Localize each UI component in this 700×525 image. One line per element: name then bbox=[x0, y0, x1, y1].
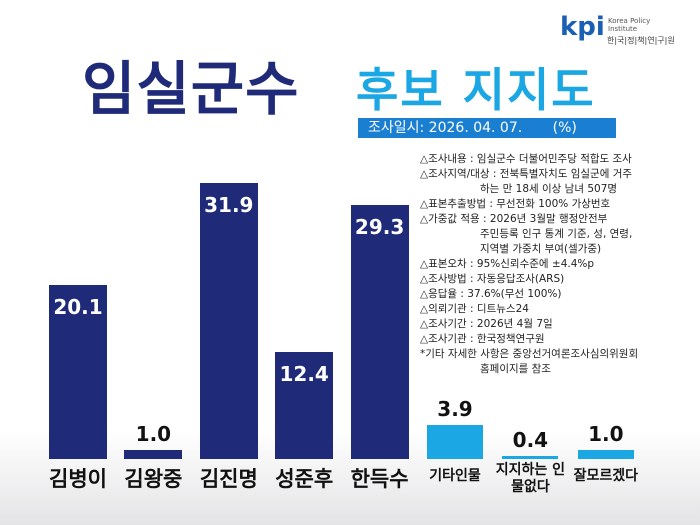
subtitle: 조사일시: 2026. 04. 07. bbox=[368, 120, 523, 136]
logo-en-line: Korea Policy bbox=[608, 17, 651, 25]
note-continuation: 하는 만 18세 이상 남녀 507명 bbox=[480, 183, 618, 195]
note-continuation: 홈페이지를 참조 bbox=[480, 363, 551, 375]
x-tick-label: 한득수 bbox=[350, 467, 409, 491]
note-line: △조사기관 : 한국정책연구원 bbox=[420, 333, 545, 345]
note-continuation: 지역별 가중치 부여(셀가중) bbox=[480, 243, 602, 255]
notes: △조사내용 : 임실군수 더불어민주당 적합도 조사 △조사지역/대상 : 전북특… bbox=[420, 152, 638, 377]
bar bbox=[124, 450, 183, 459]
note-line: △조사내용 : 임실군수 더불어민주당 적합도 조사 bbox=[420, 153, 632, 165]
chart-title-accent: 후보 지지도 bbox=[356, 63, 596, 117]
unit: (%) bbox=[552, 120, 577, 136]
bar bbox=[350, 205, 409, 459]
bar bbox=[577, 450, 634, 459]
logo-ko: 한|국|정|책|연|구|원 bbox=[607, 36, 675, 45]
x-tick-label: 김병이 bbox=[49, 467, 107, 491]
note-line: △응답율 : 37.6%(무선 100%) bbox=[420, 288, 562, 300]
note-line: △표본오차 : 95%신뢰수준에 ±4.4%p bbox=[420, 258, 595, 270]
note-continuation: 주민등록 인구 통계 기준, 성, 연령, bbox=[480, 228, 633, 240]
value-label: 1.0 bbox=[135, 422, 172, 447]
logo-en-line: Institute bbox=[608, 25, 638, 33]
value-label: 0.4 bbox=[512, 427, 549, 452]
note-line: △조사방법 : 자동응답조사(ARS) bbox=[420, 273, 565, 285]
x-tick-label: 지지하는 인물없다 bbox=[495, 462, 566, 495]
x-tick-label: 김진명 bbox=[199, 467, 258, 491]
x-tick-label: 김왕중 bbox=[124, 467, 183, 491]
bar bbox=[502, 455, 559, 459]
note-line: *기타 자세한 사항은 중앙선거여론조사심의위원회 bbox=[420, 348, 639, 360]
bar bbox=[427, 425, 483, 459]
note-line: △표본추출방법 : 무선전화 100% 가상번호 bbox=[420, 198, 611, 210]
subtitle-box: 조사일시: 2026. 04. 07. (%) bbox=[358, 118, 616, 138]
value-label: 29.3 bbox=[354, 215, 405, 240]
logo-mark: kpi bbox=[560, 12, 605, 42]
note-line: △조사기간 : 2026년 4월 7일 bbox=[420, 318, 553, 330]
bar bbox=[49, 285, 107, 459]
note-line: △가중값 적용 : 2026년 3월말 행정안전부 bbox=[420, 213, 608, 225]
value-label: 31.9 bbox=[204, 193, 254, 217]
value-label: 20.1 bbox=[53, 295, 103, 320]
bar bbox=[275, 351, 334, 459]
chart-title: 임실군수 bbox=[82, 55, 300, 123]
logo-en: Korea Policy Institute bbox=[608, 17, 650, 33]
value-label: 12.4 bbox=[279, 361, 329, 386]
note-line: △의뢰기관 : 디트뉴스24 bbox=[420, 303, 529, 315]
bar bbox=[199, 183, 258, 459]
x-tick-label: 성준후 bbox=[275, 467, 334, 491]
value-label: 1.0 bbox=[588, 422, 624, 447]
note-line: △조사지역/대상 : 전북특별자치도 임실군에 거주 bbox=[420, 168, 633, 180]
value-label: 3.9 bbox=[437, 397, 473, 422]
x-tick-label: 잘모르겠다 bbox=[573, 468, 638, 484]
x-tick-label: 기타인물 bbox=[429, 468, 481, 484]
